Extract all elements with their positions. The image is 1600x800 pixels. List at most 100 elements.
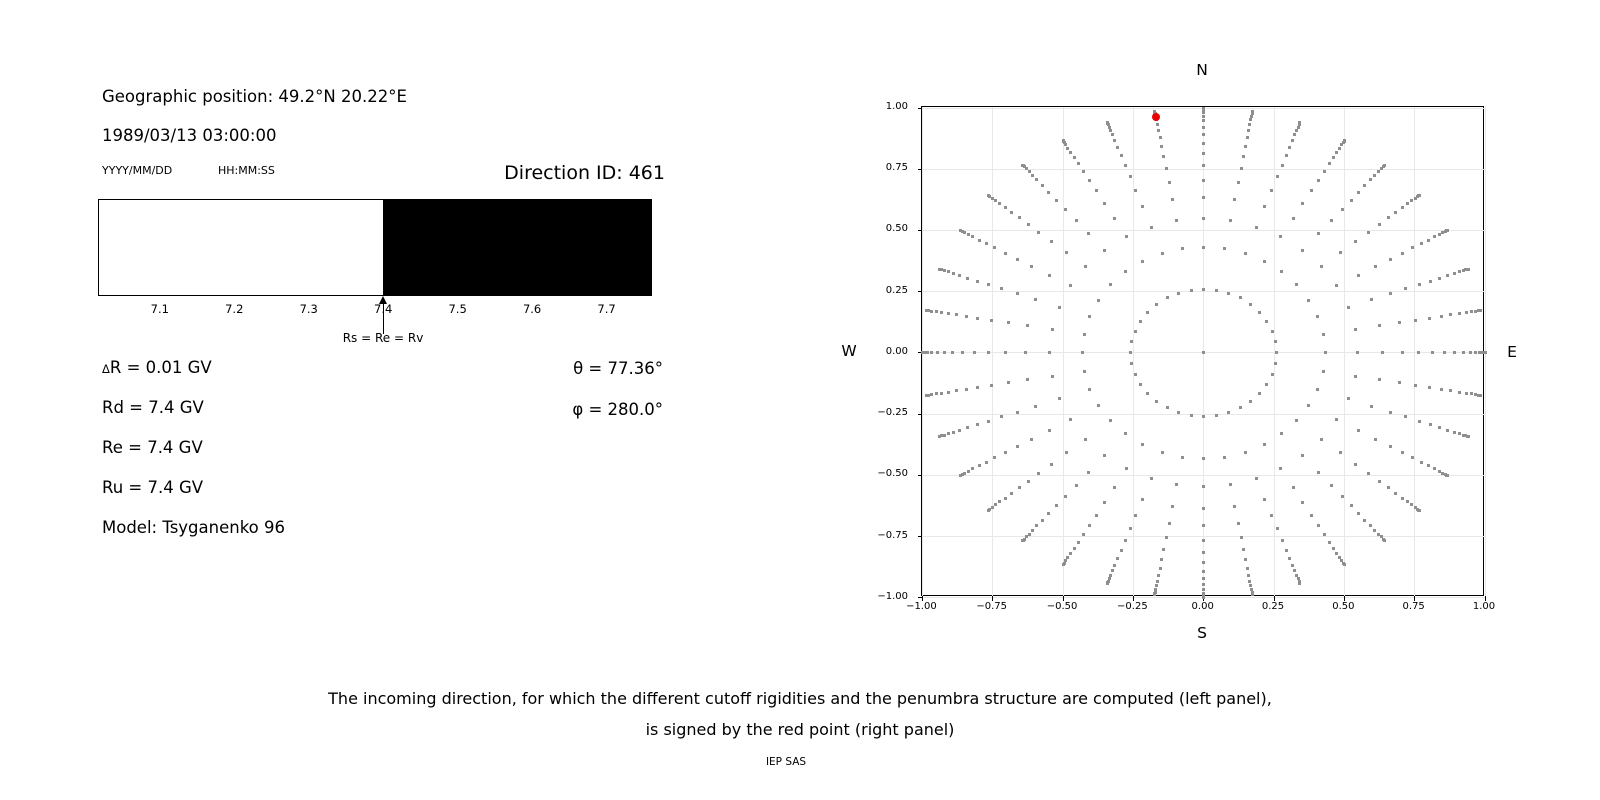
direction-dot xyxy=(1427,316,1431,320)
direction-dot xyxy=(971,235,975,239)
direction-dot xyxy=(1338,146,1342,150)
direction-dot xyxy=(1410,246,1414,250)
direction-dot xyxy=(1331,155,1335,159)
y-tick-label: 0.00 xyxy=(885,345,908,357)
direction-dot xyxy=(1363,184,1367,188)
direction-dot xyxy=(1128,527,1132,531)
direction-dot xyxy=(975,423,979,427)
ru-line: Ru = 7.4 GV xyxy=(102,478,204,497)
compass-label-north: N xyxy=(1196,61,1208,79)
direction-dot xyxy=(1062,561,1066,565)
direction-dot xyxy=(1413,505,1417,509)
direction-dot xyxy=(1388,292,1392,296)
direction-dot xyxy=(1417,419,1421,423)
direction-dot xyxy=(1236,521,1240,525)
direction-dot xyxy=(1339,251,1343,255)
direction-dot xyxy=(1323,351,1327,355)
x-axis-tick xyxy=(1414,596,1416,601)
direction-dot xyxy=(1171,504,1175,508)
direction-dot xyxy=(1081,533,1085,537)
direction-dot xyxy=(1316,178,1320,182)
direction-dot xyxy=(1464,391,1468,395)
direction-dot xyxy=(1160,251,1164,255)
direction-dot xyxy=(1473,309,1477,313)
x-tick-label: −1.00 xyxy=(906,601,937,612)
direction-dot xyxy=(1439,387,1443,391)
direction-dot xyxy=(1368,178,1372,182)
direction-dot xyxy=(1223,455,1227,459)
direction-dot xyxy=(1050,240,1054,244)
direction-dot xyxy=(1250,590,1254,594)
y-tick-label: 0.50 xyxy=(885,223,908,235)
direction-dot xyxy=(1124,270,1128,274)
direction-dot xyxy=(1414,383,1418,387)
direction-dot xyxy=(1339,451,1343,455)
direction-dot xyxy=(1296,577,1300,581)
direction-dot xyxy=(1245,566,1249,570)
direction-dot xyxy=(1076,162,1080,166)
direction-dot xyxy=(1202,569,1206,573)
direction-dot xyxy=(1069,150,1072,154)
direction-dot xyxy=(1164,535,1168,539)
direction-dot xyxy=(1050,328,1054,332)
x-tick-label: 0.75 xyxy=(1402,601,1425,612)
direction-dot xyxy=(1202,195,1206,199)
x-tick-label: −0.75 xyxy=(976,601,1008,612)
direction-dot xyxy=(1295,419,1299,423)
direction-dot xyxy=(1064,559,1068,563)
direction-dot xyxy=(1410,503,1414,507)
direction-dot xyxy=(976,316,980,320)
direction-dot xyxy=(1413,196,1417,200)
direction-dot xyxy=(942,433,946,437)
direction-dot xyxy=(1280,432,1284,436)
direction-dot xyxy=(1291,486,1295,490)
direction-dot xyxy=(1064,143,1068,147)
direction-dot xyxy=(1394,210,1398,214)
direction-dot xyxy=(1373,529,1377,533)
direction-dot xyxy=(1322,169,1326,173)
direction-dot xyxy=(1469,392,1473,396)
direction-dot xyxy=(1317,232,1321,236)
direction-dot xyxy=(1157,129,1161,133)
direction-dot xyxy=(1441,231,1445,235)
penumbra-tick-label: 7.5 xyxy=(448,302,467,316)
direction-dot xyxy=(1223,247,1227,251)
direction-dot xyxy=(951,430,955,434)
direction-dot xyxy=(1381,537,1385,541)
direction-dot xyxy=(930,351,934,355)
direction-dot xyxy=(964,387,968,391)
direction-dot xyxy=(1009,491,1013,495)
direction-dot xyxy=(1037,230,1041,234)
direction-dot xyxy=(1290,563,1294,567)
direction-dot xyxy=(1445,274,1449,278)
direction-dot xyxy=(1080,351,1084,355)
x-tick-label: 0.00 xyxy=(1191,601,1214,612)
direction-dot xyxy=(927,309,931,313)
direction-dot xyxy=(1291,216,1295,220)
gridline-horizontal xyxy=(922,291,1485,293)
direction-dot xyxy=(934,392,938,396)
direction-dot xyxy=(1297,579,1301,583)
direction-dot xyxy=(1129,351,1133,355)
y-tick-label: −0.50 xyxy=(877,468,908,480)
penumbra-tick-label: 7.7 xyxy=(597,302,616,316)
direction-dot xyxy=(1165,296,1169,300)
direction-dot xyxy=(1034,404,1038,408)
direction-dot xyxy=(1249,399,1253,403)
direction-dot xyxy=(1249,118,1253,122)
direction-dot xyxy=(1386,486,1390,490)
direction-dot xyxy=(1258,392,1261,396)
direction-dot xyxy=(1189,413,1193,417)
direction-dot xyxy=(1202,538,1206,542)
direction-dot xyxy=(1481,351,1485,355)
direction-dot xyxy=(1367,230,1371,234)
direction-dot xyxy=(1133,329,1137,333)
direction-dot xyxy=(1469,310,1473,314)
direction-dot xyxy=(925,393,929,397)
direction-dot xyxy=(1202,414,1206,418)
direction-dot xyxy=(939,434,943,438)
direction-dot xyxy=(1380,351,1384,355)
direction-dot xyxy=(1381,165,1385,169)
direction-dot xyxy=(984,460,988,464)
direction-dot xyxy=(1338,556,1342,560)
